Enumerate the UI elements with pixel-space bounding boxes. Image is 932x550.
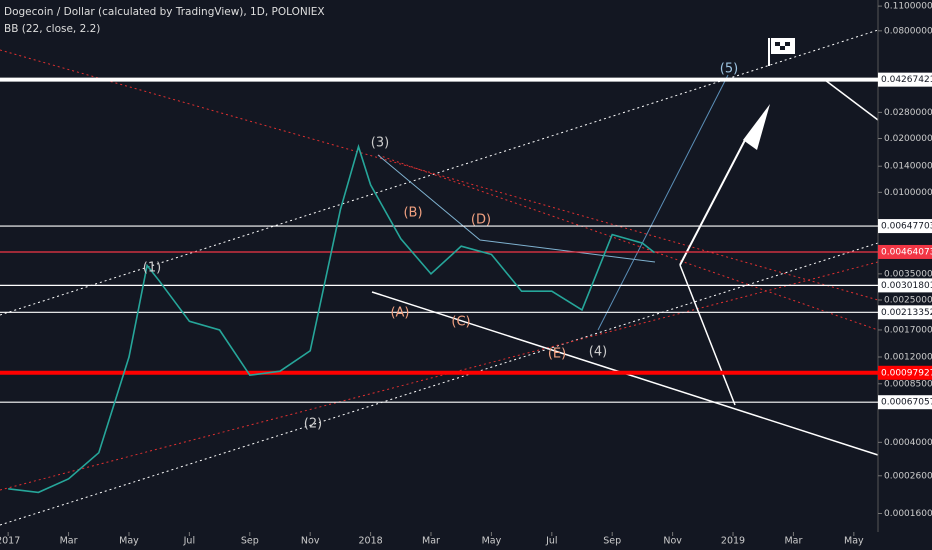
wave-label: (1) — [143, 261, 161, 276]
wave-label: (E) — [548, 347, 566, 362]
x-tick-label: Sep — [241, 536, 259, 547]
level-label: 0.00213352 — [881, 308, 932, 318]
level-tag — [878, 244, 932, 259]
x-tick-label: Nov — [663, 536, 682, 547]
level-tag — [878, 278, 932, 293]
indicator-label: BB (22, close, 2.2) — [4, 23, 100, 35]
wave-label: (3) — [371, 136, 389, 151]
level-label: 0.00647703 — [881, 222, 932, 232]
x-tick-label: May — [844, 536, 864, 547]
flag-check — [785, 42, 790, 46]
arrow — [824, 79, 879, 121]
x-tick-label: 2017 — [0, 536, 20, 547]
wave-line — [377, 154, 656, 263]
x-tick-label: Mar — [422, 536, 440, 547]
trend-lines — [0, 29, 879, 526]
x-tick-label: Mar — [784, 536, 802, 547]
x-tick-label: Nov — [301, 536, 320, 547]
flag-check — [775, 42, 780, 46]
wave-label: (2) — [304, 417, 322, 432]
price-line — [8, 143, 655, 494]
wave-line-5 — [597, 74, 729, 331]
level-label: 0.00067057 — [881, 398, 932, 408]
chart-title: Dogecoin / Dollar (calculated by Trading… — [4, 6, 325, 18]
level-tag — [878, 395, 932, 410]
x-tick-label: 2018 — [358, 536, 382, 547]
flag-check — [780, 46, 785, 50]
red-resistance-2 — [377, 154, 879, 331]
x-tick-label: May — [482, 536, 502, 547]
channel-lower — [0, 242, 879, 526]
level-tag — [878, 219, 932, 234]
x-tick-label: Mar — [60, 536, 78, 547]
up-arrow-head — [743, 104, 770, 150]
level-tag — [878, 365, 932, 380]
level-label: 0.04267421 — [881, 75, 932, 85]
wave-label: (B) — [403, 206, 422, 221]
red-support — [0, 261, 879, 491]
level-tag — [878, 305, 932, 320]
level-label: 0.00464073 — [881, 247, 932, 257]
wave-label: (D) — [471, 213, 491, 228]
x-tick-label: 2019 — [721, 536, 745, 547]
channel-upper — [0, 29, 879, 316]
wave-label: (A) — [390, 306, 409, 321]
wave-label: (5) — [720, 62, 738, 77]
up-arrow — [679, 139, 746, 266]
price-axis — [878, 0, 932, 550]
level-label: 0.00097927 — [881, 368, 932, 378]
wave-label: (4) — [589, 345, 607, 360]
level-tag — [878, 72, 932, 87]
x-tick-label: May — [119, 536, 139, 547]
x-tick-label: Jul — [183, 536, 195, 547]
x-tick-label: Jul — [545, 536, 557, 547]
flag — [768, 38, 795, 66]
wave-label: (C) — [451, 315, 470, 330]
level-label: 0.00301801 — [881, 281, 932, 291]
x-tick-label: Sep — [603, 536, 621, 547]
down-arrow — [679, 264, 736, 406]
red-resistance — [0, 49, 879, 301]
